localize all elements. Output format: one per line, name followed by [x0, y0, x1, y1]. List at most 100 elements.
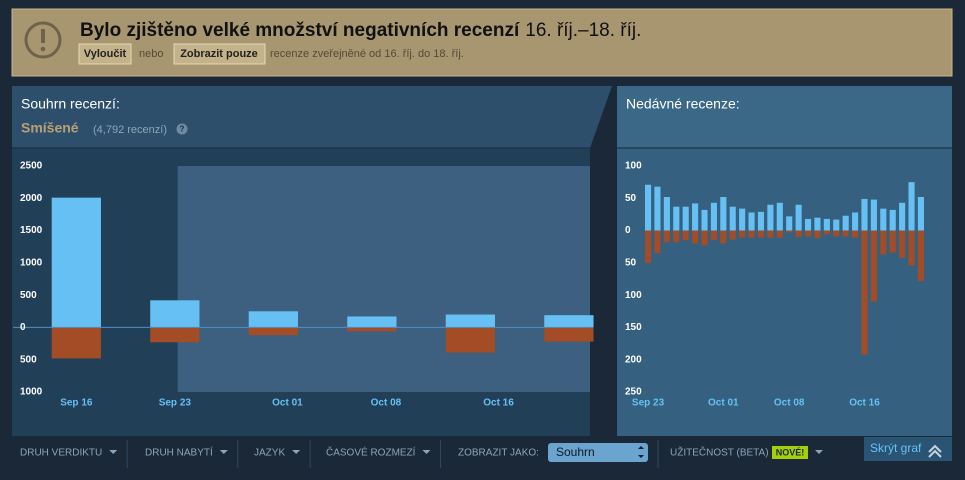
- bar: [776, 230, 783, 238]
- bar: [833, 219, 840, 231]
- banner-title: Bylo zjištěno velké množství negativních…: [80, 20, 520, 41]
- display-select[interactable]: [548, 443, 648, 462]
- display-as-label: ZOBRAZIT JAKO:: [458, 448, 539, 459]
- bar: [729, 230, 736, 240]
- or-text: nebo: [139, 48, 163, 60]
- bar: [739, 208, 746, 231]
- bar: [908, 182, 915, 231]
- bar: [748, 230, 755, 238]
- bar: [908, 230, 915, 266]
- bar: [150, 300, 200, 328]
- bar: [842, 230, 849, 237]
- bar: [767, 204, 774, 231]
- new-badge: [772, 446, 808, 459]
- helpfulness-label[interactable]: UŽITEČNOST (BETA): [670, 446, 769, 459]
- bar: [852, 212, 859, 231]
- y-tick-label: 2000: [20, 193, 43, 204]
- bar: [889, 230, 896, 253]
- bar: [720, 230, 727, 244]
- y-tick-label: 2500: [20, 161, 43, 172]
- highlight-range: [177, 166, 590, 392]
- warning-icon: [24, 21, 62, 59]
- recent-chart-area: [617, 148, 952, 436]
- bar: [692, 230, 699, 244]
- bar: [739, 230, 746, 238]
- help-icon[interactable]: [176, 123, 188, 135]
- warning-icon-dot: [40, 46, 46, 52]
- summary-heading: Souhrn recenzí:: [21, 96, 120, 112]
- bar: [870, 199, 877, 231]
- filter-bar: Souhrn ZOBRAZIT JAKO: UŽITEČNOST (BETA) …: [12, 436, 952, 475]
- dropdown-arrow: [422, 450, 431, 454]
- recent-heading: Nedávné recenze:: [626, 96, 740, 112]
- banner-description: recenze zveřejněné od 16. říj. do 18. ří…: [270, 48, 464, 60]
- summary-count: (4,792 recenzí): [93, 124, 167, 136]
- dropdown-arrow: [219, 450, 228, 454]
- y-tick-label: 1000: [20, 387, 43, 398]
- bar: [795, 204, 802, 231]
- bar: [654, 230, 661, 254]
- bar: [51, 327, 101, 359]
- bar: [673, 206, 680, 231]
- bar: [899, 202, 906, 231]
- bar: [757, 211, 765, 231]
- bar: [663, 230, 670, 243]
- bar: [776, 202, 783, 231]
- y-tick-label: 50: [625, 193, 637, 204]
- filter-dropdown[interactable]: JAZYK: [254, 448, 285, 459]
- bar: [757, 230, 765, 238]
- y-tick-label: 0: [20, 322, 26, 333]
- new-badge-label: NOVÉ!: [776, 447, 805, 457]
- help-icon-label[interactable]: ?: [180, 125, 185, 134]
- x-tick-label: Sep 23: [159, 398, 192, 409]
- x-tick-label: Oct 01: [708, 398, 739, 409]
- bar: [701, 230, 708, 246]
- bar: [445, 314, 496, 328]
- show-only-button-label[interactable]: Zobrazit pouze: [180, 48, 258, 60]
- exclude-button[interactable]: [78, 43, 132, 65]
- y-tick-label: 1500: [20, 225, 43, 236]
- bar: [861, 230, 868, 355]
- bar: [833, 230, 840, 237]
- bar: [748, 212, 755, 231]
- bar: [544, 327, 594, 342]
- bar: [654, 186, 661, 231]
- bar: [889, 209, 896, 231]
- bar: [899, 230, 906, 258]
- filter-dropdown[interactable]: ČASOVÉ ROZMEZÍ: [326, 446, 416, 459]
- bar: [150, 327, 200, 343]
- bar: [663, 196, 670, 231]
- bar: [673, 230, 680, 243]
- bar: [917, 230, 925, 281]
- y-tick-label: 150: [625, 322, 642, 333]
- show-only-button[interactable]: [173, 43, 266, 65]
- banner-heading: Bylo zjištěno velké množství negativních…: [80, 20, 641, 41]
- bar: [842, 215, 849, 231]
- bar: [51, 197, 101, 328]
- summary-header: [12, 86, 612, 148]
- bar: [347, 327, 397, 332]
- bar: [644, 184, 652, 231]
- hide-graph-label[interactable]: Skrýt graf: [870, 441, 922, 455]
- x-tick-label: Oct 16: [483, 398, 514, 409]
- display-select-value[interactable]: Souhrn: [556, 445, 595, 459]
- bar: [248, 311, 298, 328]
- banner-dates: 16. říj.–18. říj.: [525, 20, 641, 41]
- y-tick-label: 500: [20, 354, 37, 365]
- bar: [682, 206, 689, 231]
- bar: [870, 230, 877, 302]
- bar: [804, 230, 812, 237]
- x-tick-label: Sep 16: [60, 398, 93, 409]
- exclude-button-label[interactable]: Vyloučit: [84, 48, 127, 60]
- filter-dropdown[interactable]: DRUH VERDIKTU: [20, 448, 102, 459]
- bar: [917, 196, 925, 231]
- bar: [823, 218, 830, 231]
- bar: [823, 230, 830, 235]
- summary-rating: Smíšené: [21, 120, 79, 136]
- x-tick-label: Oct 08: [371, 398, 402, 409]
- filter-dropdown[interactable]: DRUH NABYTÍ: [145, 446, 213, 459]
- y-tick-label: 250: [625, 387, 642, 398]
- y-tick-label: 200: [625, 354, 642, 365]
